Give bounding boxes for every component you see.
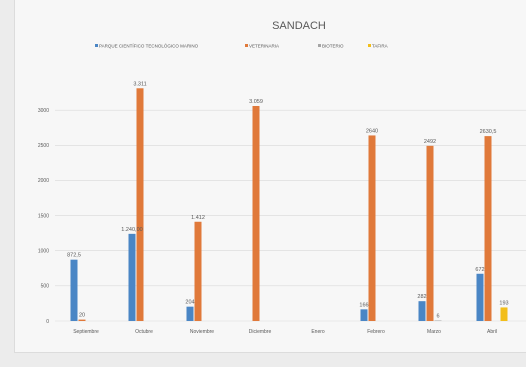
x-category-octubre: Octubre	[135, 329, 153, 335]
bar-parque-cientifico-tecnologico-marino-octubre	[128, 233, 136, 321]
x-axis-categories: Septiembre Octubre Noviembre Diciembre Enero…	[73, 329, 497, 335]
x-category-abril: Abril	[487, 329, 497, 335]
legend-swatch-bioterio	[318, 44, 321, 47]
bar-parque-cientifico-tecnologico-marino-marzo	[418, 301, 426, 321]
data-label-parque-cientifico-tecnologico-marino-septiembre: 872,5	[67, 253, 81, 259]
bar-veterinaria-septiembre	[78, 319, 86, 321]
legend-label-parque-cientifico-tecnologico-marino: PARQUE CIENTÍFICO TECNOLÓGICO MARINO	[99, 43, 199, 49]
y-tick-0: 0	[46, 319, 49, 325]
data-label-veterinaria-abril: 2630,5	[480, 129, 497, 135]
x-category-septiembre: Septiembre	[73, 329, 99, 335]
data-label-parque-cientifico-tecnologico-marino-marzo: 282	[417, 294, 426, 300]
chart-title: SANDACH	[272, 20, 326, 32]
legend-swatch-tafira	[368, 44, 371, 47]
y-tick-1000: 1000	[38, 249, 49, 255]
chart-svg: SANDACH PARQUE CIENTÍFICO TECNOLÓGICO MA…	[38, 20, 526, 335]
legend-label-tafira: TAFIRA	[372, 44, 388, 49]
bar-parque-cientifico-tecnologico-marino-noviembre	[186, 306, 194, 321]
x-category-diciembre: Diciembre	[249, 329, 272, 335]
bar-veterinaria-noviembre	[194, 221, 202, 321]
y-axis-ticks: 0 500 1000 1500 2000 2500 3000	[38, 108, 49, 325]
data-label-parque-cientifico-tecnologico-marino-abril: 672	[475, 267, 484, 273]
data-label-veterinaria-marzo: 2492	[424, 139, 436, 145]
x-category-noviembre: Noviembre	[190, 329, 214, 335]
y-tick-1500: 1500	[38, 213, 49, 219]
bar-veterinaria-febrero	[368, 135, 376, 321]
bar-veterinaria-octubre	[136, 88, 144, 321]
gridlines	[55, 109, 526, 322]
data-label-parque-cientifico-tecnologico-marino-noviembre: 204	[185, 300, 194, 306]
data-label-veterinaria-octubre: 3.311	[133, 81, 146, 87]
legend-label-bioterio: BIOTERIO	[322, 44, 344, 49]
legend-swatch-veterinaria	[245, 44, 248, 47]
x-category-marzo: Marzo	[427, 329, 441, 335]
bar-veterinaria-diciembre	[252, 105, 260, 321]
bars	[70, 88, 508, 321]
data-label-parque-cientifico-tecnologico-marino-febrero: 166	[359, 302, 368, 308]
data-label-parque-cientifico-tecnologico-marino-octubre: 1.240,00	[121, 227, 142, 233]
data-label-veterinaria-septiembre: 20	[79, 313, 85, 319]
bar-veterinaria-marzo	[426, 145, 434, 321]
bar-parque-cientifico-tecnologico-marino-febrero	[360, 309, 368, 321]
data-label-veterinaria-noviembre: 1.412	[191, 215, 205, 221]
y-tick-3000: 3000	[38, 108, 49, 114]
bar-parque-cientifico-tecnologico-marino-septiembre	[70, 259, 78, 321]
bar-bioterio-marzo	[434, 320, 442, 321]
data-label-veterinaria-diciembre: 3.059	[249, 99, 263, 105]
bar-tafira-abril	[500, 307, 508, 321]
y-tick-500: 500	[41, 284, 50, 290]
y-tick-2500: 2500	[38, 143, 49, 149]
data-label-veterinaria-febrero: 2640	[366, 128, 378, 134]
x-category-febrero: Febrero	[367, 329, 385, 335]
data-label-bioterio-marzo: 6	[436, 314, 439, 320]
data-labels: 872,5 20 1.240,00 3.311 204 1.412 3.059 166 2640…	[67, 81, 508, 320]
legend-swatch-parque-cientifico-tecnologico-marino	[95, 44, 98, 47]
data-label-tafira-abril: 193	[499, 300, 508, 306]
y-tick-2000: 2000	[38, 178, 49, 184]
bar-parque-cientifico-tecnologico-marino-abril	[476, 273, 484, 321]
x-category-enero: Enero	[311, 329, 325, 335]
bar-veterinaria-abril	[484, 136, 492, 321]
chart-card: SANDACH PARQUE CIENTÍFICO TECNOLÓGICO MA…	[14, 0, 526, 353]
legend: PARQUE CIENTÍFICO TECNOLÓGICO MARINO VETE…	[95, 43, 388, 49]
legend-label-veterinaria: VETERINARIA	[249, 44, 279, 49]
